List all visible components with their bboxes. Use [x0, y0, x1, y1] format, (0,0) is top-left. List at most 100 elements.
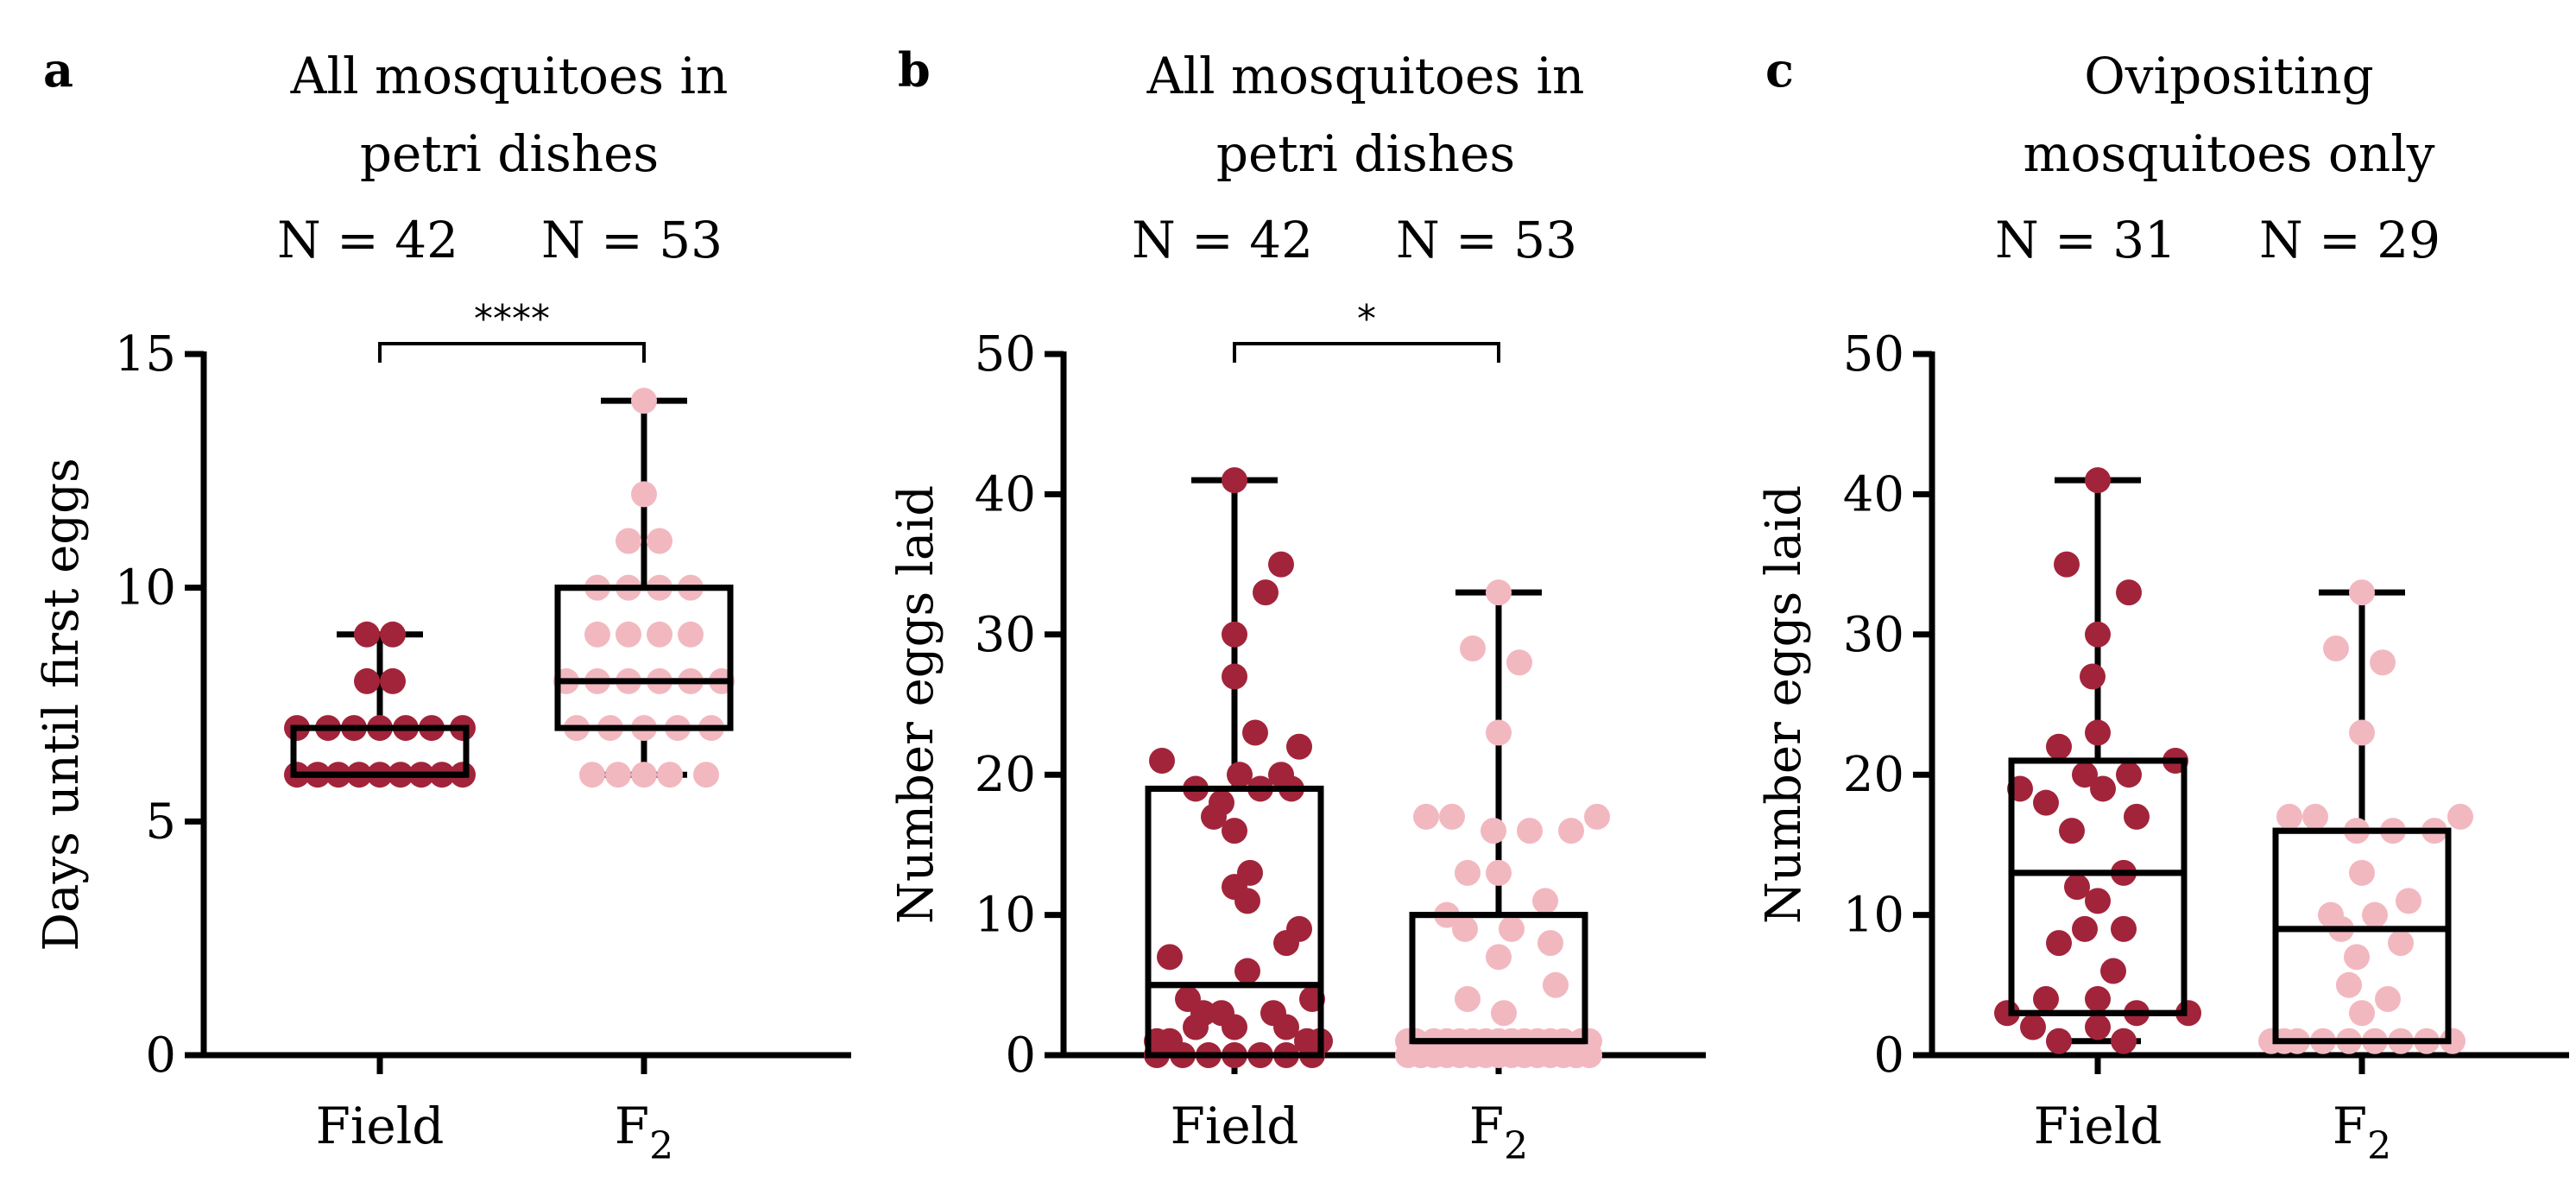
data-point: [2090, 775, 2116, 802]
data-point: [380, 621, 406, 648]
data-point: [1506, 649, 1532, 676]
data-point: [2085, 467, 2111, 494]
y-tick-label: 15: [115, 326, 176, 383]
data-point: [1157, 1028, 1183, 1054]
x-tick-label-subscript: 2: [649, 1124, 673, 1168]
data-point: [1294, 1028, 1320, 1054]
data-point: [2124, 803, 2150, 830]
data-point: [1201, 803, 1227, 830]
data-point: [1486, 719, 1512, 746]
y-tick-label: 10: [975, 888, 1036, 944]
data-point: [1491, 1000, 1517, 1027]
y-tick-label: 0: [1873, 1028, 1904, 1084]
y-tick-label: 20: [975, 747, 1036, 803]
data-point: [1452, 915, 1478, 942]
data-point: [631, 481, 657, 508]
data-point: [1242, 719, 1268, 746]
data-point: [2344, 944, 2370, 971]
data-point: [2111, 1028, 2137, 1054]
box-outline: [1145, 785, 1324, 1059]
panel-c: c Ovipositing mosquitoes only N = 31 N = 29 0…: [1756, 42, 2569, 1168]
data-point: [2033, 789, 2059, 816]
panel-title: Ovipositing: [2084, 47, 2374, 105]
data-point: [693, 762, 719, 788]
data-point: [2100, 958, 2126, 984]
data-point: [2033, 986, 2059, 1013]
data-point: [616, 528, 641, 554]
data-point: [2388, 930, 2414, 957]
x-tick-label: Field: [2034, 1097, 2162, 1155]
y-tick-label: 10: [1843, 888, 1904, 944]
data-point: [354, 667, 380, 694]
sample-size-label: N = 42: [1132, 211, 1313, 269]
data-point: [1222, 621, 1247, 648]
significance-label: *: [1357, 297, 1376, 341]
x-tick-label: Field: [1171, 1097, 1299, 1155]
series-field: [1144, 467, 1333, 1068]
data-point: [1558, 818, 1584, 844]
data-point: [2302, 803, 2328, 830]
data-point: [1584, 803, 1610, 830]
box-outline: [2008, 757, 2188, 1016]
data-point: [1268, 551, 1294, 578]
data-point: [1234, 958, 1260, 984]
x-tick-label: F2: [1469, 1097, 1528, 1168]
data-point: [2020, 1014, 2046, 1040]
panel-title: All mosquitoes in: [290, 47, 729, 105]
data-point: [2046, 1028, 2072, 1054]
data-point: [2085, 1014, 2111, 1040]
box: [554, 585, 734, 731]
y-tick-label: 20: [1843, 747, 1904, 803]
panel-title: petri dishes: [1216, 124, 1515, 183]
data-point: [2064, 874, 2090, 901]
x-tick-label: F2: [615, 1097, 673, 1168]
data-point: [2046, 733, 2072, 760]
x-tick-label-base: F: [1469, 1097, 1504, 1155]
box-plot-field: [290, 631, 470, 778]
panel-title: petri dishes: [360, 124, 659, 183]
data-point: [1273, 1014, 1299, 1040]
data-point: [2072, 762, 2098, 788]
data-point: [1286, 733, 1312, 760]
data-point: [1408, 1042, 1434, 1068]
data-point: [678, 621, 704, 648]
sample-size-label: N = 29: [2259, 211, 2440, 269]
significance-bracket: [378, 342, 646, 363]
data-point: [1273, 930, 1299, 957]
sample-size-label: N = 53: [541, 211, 723, 269]
data-point: [354, 621, 380, 648]
data-point: [2116, 579, 2142, 606]
panel-title: mosquitoes only: [2023, 124, 2434, 183]
data-point: [2336, 971, 2362, 998]
y-tick-label: 0: [145, 1028, 176, 1084]
data-point: [1481, 818, 1506, 844]
sample-size-label: N = 53: [1396, 211, 1577, 269]
data-point: [2054, 551, 2080, 578]
significance-bracket: [1233, 342, 1500, 363]
data-point: [2085, 888, 2111, 914]
data-point: [2362, 901, 2388, 928]
x-tick-label: Field: [316, 1097, 445, 1155]
panel-a: a All mosquitoes in petri dishes N = 42 N = …: [34, 42, 851, 1168]
data-point: [1455, 859, 1481, 886]
data-point: [1222, 467, 1247, 494]
sample-size-label: N = 31: [1995, 211, 2176, 269]
data-point: [2349, 719, 2375, 746]
data-point: [2072, 915, 2098, 942]
box-outline: [554, 585, 734, 731]
data-point: [2046, 930, 2072, 957]
panel-title: All mosquitoes in: [1146, 47, 1585, 105]
x-tick-label-base: F: [615, 1097, 649, 1155]
y-tick-label: 0: [1005, 1028, 1036, 1084]
data-point: [616, 621, 641, 648]
y-tick-label: 5: [145, 794, 176, 850]
y-tick-label: 30: [1843, 607, 1904, 663]
panel-b: b All mosquitoes in petri dishes N = 42 N = …: [888, 42, 1706, 1168]
data-point: [1455, 986, 1481, 1013]
data-point: [647, 528, 672, 554]
box-outline: [2272, 827, 2452, 1045]
significance-label: ****: [474, 297, 550, 341]
data-point: [579, 762, 605, 788]
data-point: [1190, 1000, 1216, 1027]
y-tick-label: 30: [975, 607, 1036, 663]
